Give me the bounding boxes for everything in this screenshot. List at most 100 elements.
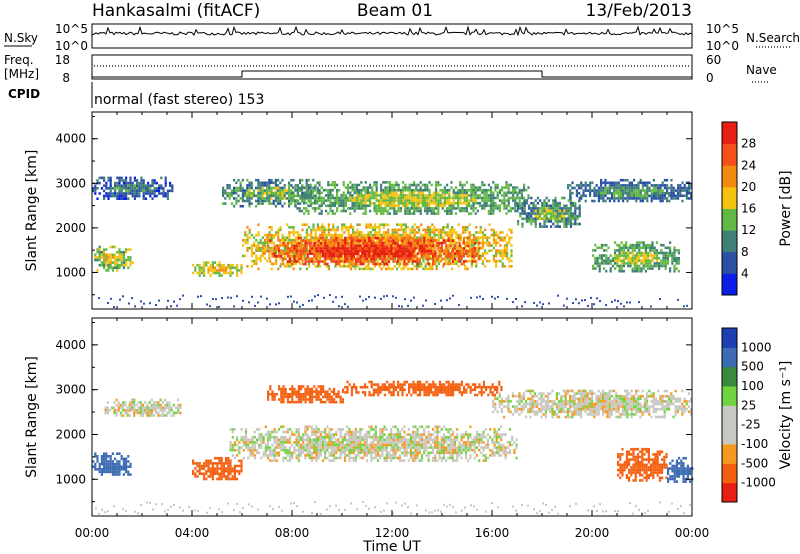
power-cell-r0 xyxy=(125,197,128,200)
power-cell-r7 xyxy=(547,212,550,215)
power-cell-r1 xyxy=(230,191,233,195)
power-cell-r2 xyxy=(331,194,334,197)
velocity-cell-r1 xyxy=(249,438,252,442)
power-cell-r3 xyxy=(279,239,282,242)
power-cell-r2 xyxy=(435,201,438,205)
power-cell-r5 xyxy=(109,245,112,249)
velocity-cell-r0 xyxy=(135,411,138,415)
power-cell-r4 xyxy=(465,252,468,255)
power-cell-r8 xyxy=(650,199,653,203)
power-cell-r1 xyxy=(230,194,233,198)
power-cell-r9 xyxy=(640,251,643,255)
velocity-cell-r1 xyxy=(244,441,248,444)
power-cell-r9 xyxy=(662,262,665,265)
power-cell-r3 xyxy=(246,246,249,250)
power-cell-r1 xyxy=(305,181,308,185)
velocity-cell-r0 xyxy=(177,409,180,412)
power-cell-r3 xyxy=(492,239,495,242)
power-cell-r2 xyxy=(446,196,449,200)
power-cell-r0 xyxy=(109,192,112,195)
power-cell-r2 xyxy=(397,186,400,189)
power-cell-r4 xyxy=(324,260,327,263)
power-cell-r3 xyxy=(479,228,482,232)
power-cell-r3 xyxy=(415,226,418,229)
power-cell-r2 xyxy=(454,194,457,197)
power-cell-r0 xyxy=(109,194,112,198)
power-cell-r3 xyxy=(270,267,273,271)
power-cell-r8 xyxy=(589,194,592,198)
power-cell-r1 xyxy=(288,199,291,203)
power-cell-r0 xyxy=(136,187,139,190)
power-cell-r0 xyxy=(118,197,121,200)
velocity-cell-r0 xyxy=(133,401,136,404)
power-ground-cell xyxy=(605,304,607,307)
power-cell-r8 xyxy=(685,186,688,190)
power-cell-r5 xyxy=(105,258,108,262)
power-cell-r7 xyxy=(528,217,531,221)
power-cell-r2 xyxy=(413,188,416,192)
power-cell-r3 xyxy=(367,241,370,245)
power-cell-r0 xyxy=(107,176,110,180)
power-cell-r2 xyxy=(514,188,517,192)
power-cell-r2 xyxy=(408,183,411,187)
power-cell-r4 xyxy=(346,252,349,255)
power-cell-r7 xyxy=(545,207,548,210)
velocity-cell-r0 xyxy=(133,406,136,409)
power-cell-r4 xyxy=(399,255,402,258)
power-ground-cell xyxy=(398,305,400,308)
power-cell-r7 xyxy=(554,214,557,218)
power-cell-r3 xyxy=(345,244,348,247)
power-cell-r1 xyxy=(237,186,240,190)
velocity-cell-r1 xyxy=(242,435,245,439)
power-cell-r3 xyxy=(279,265,282,268)
power-cell-r2 xyxy=(404,204,407,208)
power-cell-r2 xyxy=(373,181,376,184)
power-cell-r2 xyxy=(388,199,391,202)
power-cell-r3 xyxy=(453,241,456,245)
power-cell-r4 xyxy=(436,242,439,245)
power-cell-r7 xyxy=(574,207,577,210)
power-cell-r8 xyxy=(622,194,625,198)
power-cell-r6 xyxy=(225,271,228,275)
power-cell-r8 xyxy=(655,194,658,198)
power-cell-r2 xyxy=(364,194,367,197)
power-cell-r4 xyxy=(383,247,386,250)
power-cell-r2 xyxy=(382,209,385,213)
power-cell-r2 xyxy=(369,209,372,213)
power-cell-r3 xyxy=(481,239,484,242)
power-cell-r2 xyxy=(344,209,347,213)
power-cell-r3 xyxy=(367,259,370,263)
power-cell-r4 xyxy=(293,244,296,248)
power-cell-r3 xyxy=(396,267,399,271)
power-cell-r4 xyxy=(330,247,333,250)
power-cell-r1 xyxy=(244,191,247,195)
velocity-cell-r1 xyxy=(275,435,278,439)
power-cell-r0 xyxy=(144,184,147,187)
power-cell-r2 xyxy=(362,196,365,200)
power-cell-r4 xyxy=(317,262,320,266)
power-cell-r4 xyxy=(355,239,358,242)
power-cell-r4 xyxy=(403,247,406,250)
power-cell-r3 xyxy=(371,226,374,229)
power-cell-r3 xyxy=(277,267,280,271)
power-cell-r4 xyxy=(308,249,311,253)
power-cell-r9 xyxy=(666,262,669,265)
power-cell-r7 xyxy=(558,214,561,218)
power-cell-r3 xyxy=(404,239,407,242)
power-cell-r0 xyxy=(116,176,119,180)
power-cell-r2 xyxy=(457,191,460,195)
power-cell-r2 xyxy=(388,204,391,208)
power-cell-r8 xyxy=(663,184,666,187)
power-cell-r4 xyxy=(467,255,470,258)
power-cell-r2 xyxy=(303,201,306,205)
power-cell-r9 xyxy=(642,256,645,260)
power-cell-r4 xyxy=(401,247,404,250)
power-cell-r3 xyxy=(385,233,388,237)
power-cell-r9 xyxy=(644,243,647,247)
power-cell-r5 xyxy=(111,256,114,259)
power-cell-r9 xyxy=(671,251,674,255)
power-cell-r7 xyxy=(536,217,539,221)
power-cell-r9 xyxy=(636,251,639,255)
power-cell-r2 xyxy=(327,191,330,195)
